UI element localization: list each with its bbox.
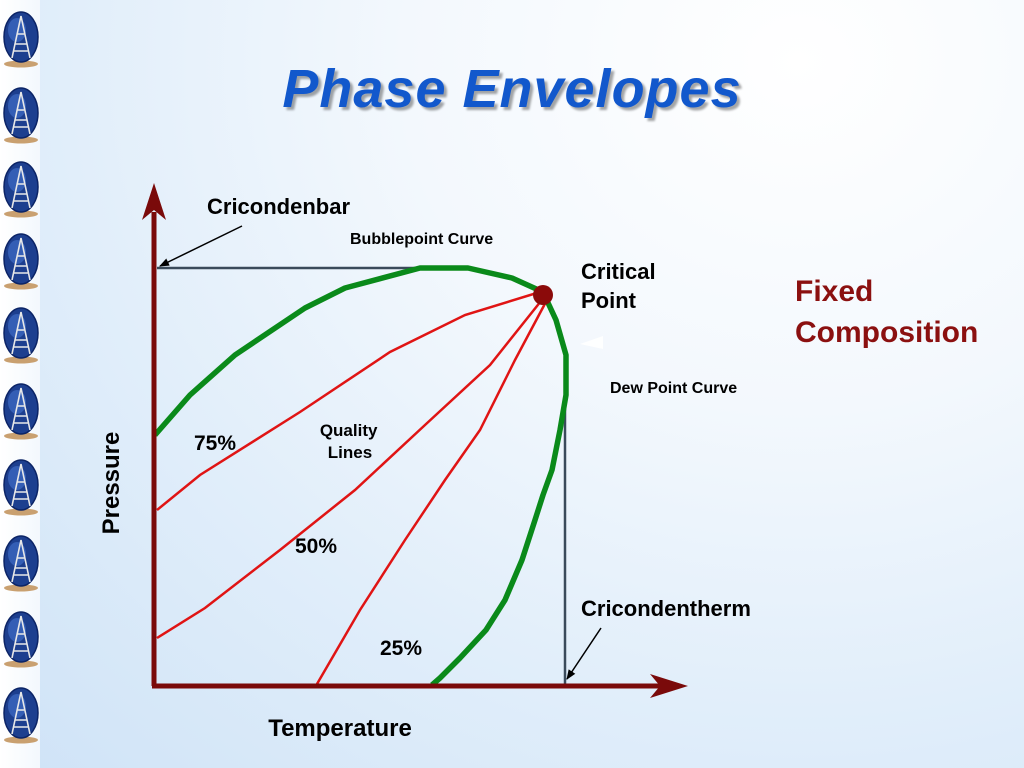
oil-derrick-globe-icon bbox=[3, 459, 39, 516]
temperature-axis-arrowhead bbox=[650, 674, 688, 698]
dew-point-curve-label: Dew Point Curve bbox=[610, 380, 737, 397]
oil-derrick-globe-icon bbox=[3, 11, 39, 68]
quality-lines-label: Quality Lines bbox=[320, 421, 382, 462]
oil-derrick-globe-icon bbox=[3, 611, 39, 668]
pressure-axis-arrowhead bbox=[142, 183, 166, 220]
fixed-composition-label: Fixed Composition bbox=[795, 275, 978, 349]
cricondentherm-callout-arrow bbox=[566, 627, 602, 680]
temperature-axis-label: Temperature bbox=[268, 715, 412, 742]
quality-line-50 bbox=[156, 295, 546, 640]
cricondenbar-callout-arrow bbox=[159, 225, 243, 267]
bubblepoint-curve-label: Bubblepoint Curve bbox=[350, 231, 493, 248]
oil-derrick-globe-icon bbox=[3, 233, 39, 290]
fixed-composition-line-2: Composition bbox=[795, 316, 978, 349]
oil-derrick-globe-icon bbox=[3, 687, 39, 744]
quality-line-75 bbox=[156, 290, 541, 511]
dew-point-curve bbox=[430, 290, 569, 688]
oil-derrick-globe-icon bbox=[3, 383, 39, 440]
bubblepoint-curve bbox=[152, 265, 545, 437]
quality-lines-line-2: Lines bbox=[328, 443, 372, 462]
quality-25-label: 25% bbox=[380, 637, 422, 660]
critical-point-marker bbox=[533, 285, 553, 305]
cricondenbar-label: Cricondenbar bbox=[207, 194, 350, 219]
oil-derrick-globe-icon bbox=[3, 307, 39, 364]
fixed-composition-line-1: Fixed bbox=[795, 275, 873, 308]
critical-point-label-line-1: Critical bbox=[581, 259, 656, 284]
oil-derrick-globe-icon bbox=[3, 87, 39, 144]
oil-derrick-globe-icon bbox=[3, 161, 39, 218]
oil-derrick-globe-icon bbox=[3, 535, 39, 592]
quality-line-25 bbox=[315, 297, 550, 685]
critical-point-label-line-2: Point bbox=[581, 288, 637, 313]
cricondentherm-label: Cricondentherm bbox=[581, 596, 751, 621]
quality-50-label: 50% bbox=[295, 535, 337, 558]
critical-point-label: Critical Point bbox=[581, 259, 662, 313]
logo-strip bbox=[0, 0, 40, 768]
quality-lines-line-1: Quality bbox=[320, 421, 378, 440]
slide-title: Phase Envelopes bbox=[282, 59, 742, 119]
quality-75-label: 75% bbox=[194, 432, 236, 455]
pressure-axis-label: Pressure bbox=[98, 432, 125, 535]
dew-point-pointer-icon bbox=[580, 336, 603, 349]
